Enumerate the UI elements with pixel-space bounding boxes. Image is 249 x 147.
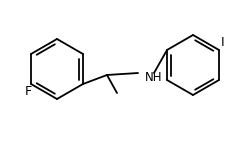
Text: NH: NH <box>145 71 163 83</box>
Text: I: I <box>221 35 225 49</box>
Text: F: F <box>24 85 32 97</box>
